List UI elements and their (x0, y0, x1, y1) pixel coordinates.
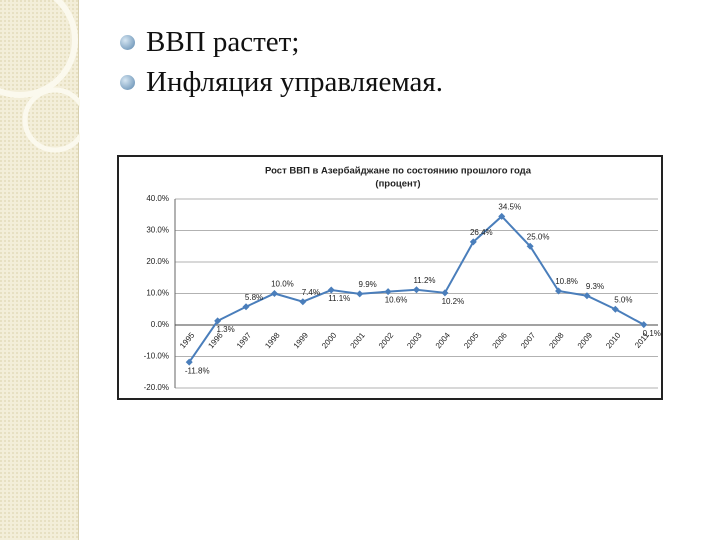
data-label: -11.8% (185, 366, 210, 375)
data-label: 10.0% (271, 280, 294, 289)
data-point (498, 212, 506, 220)
data-point (526, 242, 534, 250)
data-label: 11.1% (328, 294, 350, 303)
data-label: 11.2% (413, 276, 435, 285)
data-point (356, 290, 364, 298)
data-point (583, 292, 591, 300)
y-tick-label: 20.0% (146, 257, 169, 266)
bullet: Инфляция управляемая. (118, 62, 443, 102)
data-label: 9.9% (359, 280, 377, 289)
data-label: 1.3% (217, 325, 235, 334)
data-point (384, 288, 392, 296)
data-label: 7.4% (302, 288, 320, 297)
data-point (611, 305, 619, 313)
data-label: 10.8% (555, 277, 578, 286)
data-label: 10.2% (442, 297, 465, 306)
data-point (327, 286, 335, 294)
data-label: 0.1% (643, 329, 661, 338)
bullet-list: ВВП растет; Инфляция управляемая. (118, 22, 443, 102)
y-tick-label: 10.0% (146, 289, 169, 298)
data-point (299, 298, 307, 306)
chart-subtitle: (процент) (375, 179, 420, 190)
y-tick-label: 30.0% (146, 226, 169, 235)
data-label: 34.5% (498, 202, 521, 211)
bullet: ВВП растет; (118, 22, 443, 62)
data-label: 25.0% (527, 232, 550, 241)
data-point (270, 290, 278, 297)
data-point (214, 317, 222, 325)
chart: Рост ВВП в Азербайджане по состоянию про… (117, 155, 663, 400)
data-point (185, 358, 193, 366)
data-label: 10.6% (385, 296, 408, 305)
y-tick-label: -10.0% (144, 352, 169, 361)
data-label: 5.0% (614, 295, 632, 304)
data-point (555, 287, 563, 295)
decorative-strip (0, 0, 80, 540)
data-point (242, 303, 250, 311)
data-label: 26.4% (470, 228, 493, 237)
y-tick-label: 0.0% (151, 320, 169, 329)
chart-frame (117, 155, 663, 400)
chart-title: Рост ВВП в Азербайджане по состоянию про… (265, 166, 532, 177)
data-point (469, 238, 477, 246)
data-point (441, 289, 449, 297)
y-tick-label: -20.0% (144, 383, 169, 392)
y-tick-label: 40.0% (146, 194, 169, 203)
data-point (413, 286, 420, 294)
data-label: 5.8% (245, 293, 263, 302)
data-point (640, 321, 648, 329)
data-label: 9.3% (586, 282, 604, 291)
